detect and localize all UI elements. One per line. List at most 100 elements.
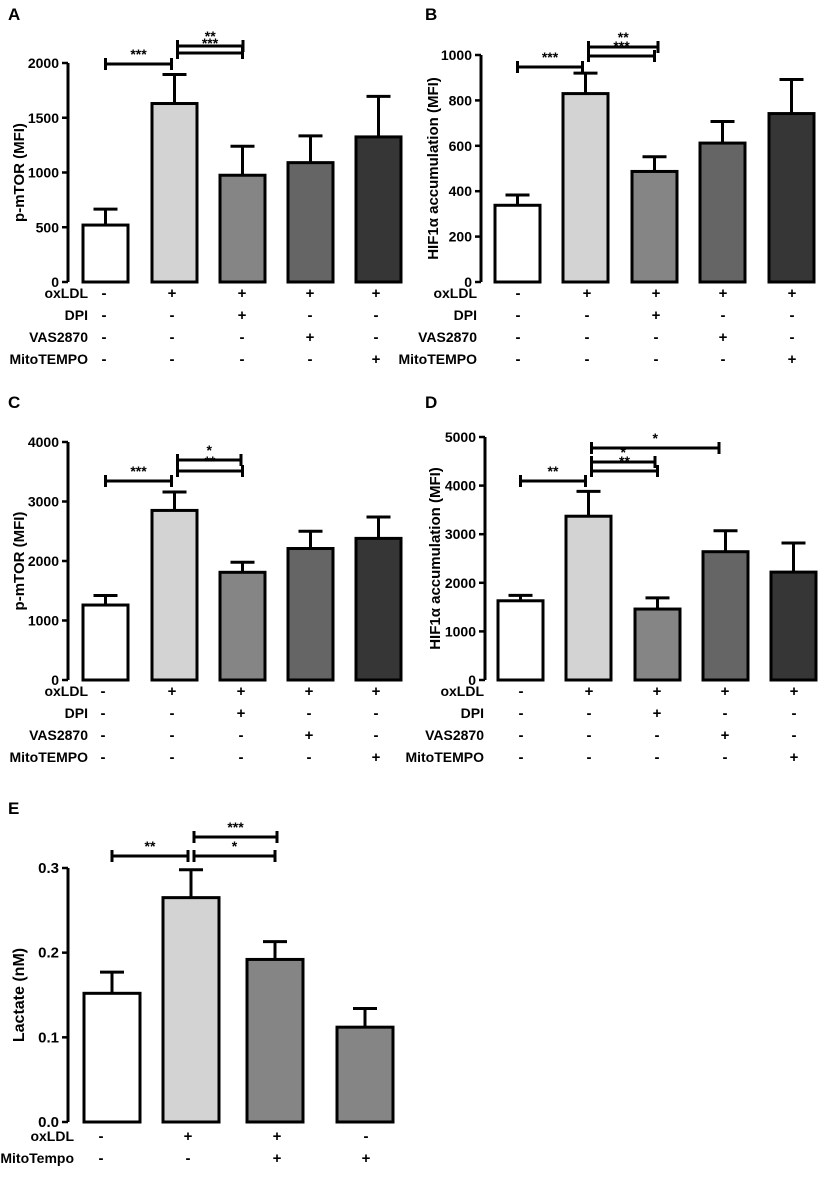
- significance-label: **: [145, 838, 156, 854]
- condition-sign: -: [519, 749, 524, 766]
- y-axis-label: p-mTOR (MFI): [11, 123, 28, 222]
- significance-label: **: [205, 28, 216, 44]
- panel-label: D: [425, 393, 437, 412]
- condition-label: oxLDL: [433, 285, 477, 301]
- y-tick-label: 0: [468, 672, 476, 688]
- bar: [767, 112, 816, 284]
- condition-label: MitoTEMPO: [9, 749, 88, 765]
- condition-sign: +: [790, 683, 799, 700]
- significance-label: *: [621, 444, 627, 460]
- condition-sign: -: [364, 1128, 369, 1145]
- y-tick-label: 200: [449, 229, 473, 245]
- y-tick-label: 0.1: [38, 1029, 59, 1046]
- bar: [354, 536, 403, 682]
- significance-label: ***: [227, 819, 244, 835]
- y-tick-label: 500: [36, 219, 60, 235]
- y-tick-label: 3000: [28, 494, 59, 510]
- bar: [633, 607, 682, 682]
- panel-label: C: [8, 393, 20, 412]
- condition-sign: -: [102, 351, 107, 368]
- panel-d: D 0 1000 2000 3000 4000 5000 HIF1α accumulation…: [405, 393, 818, 766]
- significance-label: **: [618, 29, 629, 45]
- condition-sign: -: [307, 749, 312, 766]
- condition-label: VAS2870: [29, 727, 88, 743]
- significance-label: ***: [542, 49, 559, 65]
- condition-label: VAS2870: [418, 329, 477, 345]
- condition-sign: -: [374, 727, 379, 744]
- y-axis-label: p-mTOR (MFI): [11, 512, 28, 611]
- condition-sign: +: [653, 683, 662, 700]
- bar: [496, 599, 545, 682]
- y-tick-label: 5000: [445, 429, 476, 445]
- condition-sign: -: [585, 351, 590, 368]
- condition-sign: +: [168, 285, 177, 302]
- bar: [150, 508, 199, 682]
- y-tick-label: 0.0: [38, 1114, 59, 1131]
- condition-sign: +: [788, 285, 797, 302]
- condition-sign: +: [372, 749, 381, 766]
- condition-sign: -: [585, 307, 590, 324]
- condition-sign: +: [788, 351, 797, 368]
- panel-label: A: [8, 5, 20, 24]
- bar: [286, 161, 335, 284]
- condition-sign: +: [237, 705, 246, 722]
- condition-sign: +: [583, 285, 592, 302]
- condition-sign: -: [516, 351, 521, 368]
- condition-sign: -: [99, 1150, 104, 1167]
- condition-sign: -: [240, 351, 245, 368]
- significance-label: *: [232, 838, 238, 854]
- y-tick-label: 600: [449, 138, 473, 154]
- y-tick-label: 0.3: [38, 860, 59, 877]
- y-tick-label: 2000: [28, 55, 59, 71]
- condition-sign: -: [101, 683, 106, 700]
- condition-sign: -: [516, 307, 521, 324]
- significance-label: **: [548, 463, 559, 479]
- bar: [630, 169, 679, 284]
- condition-sign: +: [305, 683, 314, 700]
- condition-sign: +: [273, 1128, 282, 1145]
- condition-sign: -: [170, 749, 175, 766]
- condition-sign: +: [653, 705, 662, 722]
- condition-sign: +: [305, 727, 314, 744]
- condition-sign: -: [723, 749, 728, 766]
- condition-sign: -: [654, 329, 659, 346]
- condition-sign: -: [655, 727, 660, 744]
- bar: [354, 135, 403, 284]
- condition-sign: -: [101, 727, 106, 744]
- condition-sign: +: [238, 307, 247, 324]
- bar: [161, 896, 221, 1124]
- condition-sign: +: [306, 285, 315, 302]
- condition-sign: -: [308, 351, 313, 368]
- condition-sign: -: [721, 351, 726, 368]
- condition-sign: -: [170, 329, 175, 346]
- condition-sign: -: [655, 749, 660, 766]
- condition-label: VAS2870: [29, 329, 88, 345]
- condition-label: DPI: [461, 705, 484, 721]
- condition-sign: -: [99, 1128, 104, 1145]
- condition-sign: -: [170, 705, 175, 722]
- condition-sign: -: [587, 705, 592, 722]
- condition-sign: +: [652, 307, 661, 324]
- condition-sign: +: [372, 683, 381, 700]
- bar: [698, 141, 747, 284]
- condition-sign: -: [721, 307, 726, 324]
- condition-sign: -: [307, 705, 312, 722]
- condition-sign: +: [721, 727, 730, 744]
- bar: [245, 957, 305, 1124]
- condition-label: MitoTempo: [0, 1150, 74, 1166]
- significance-label: *: [207, 442, 213, 458]
- condition-sign: -: [587, 727, 592, 744]
- condition-sign: +: [719, 285, 728, 302]
- condition-sign: -: [239, 749, 244, 766]
- condition-label: VAS2870: [425, 727, 484, 743]
- condition-sign: -: [790, 307, 795, 324]
- condition-sign: +: [652, 285, 661, 302]
- bar: [561, 92, 610, 284]
- y-tick-label: 1000: [28, 613, 59, 629]
- condition-sign: -: [101, 749, 106, 766]
- y-tick-label: 1000: [445, 623, 476, 639]
